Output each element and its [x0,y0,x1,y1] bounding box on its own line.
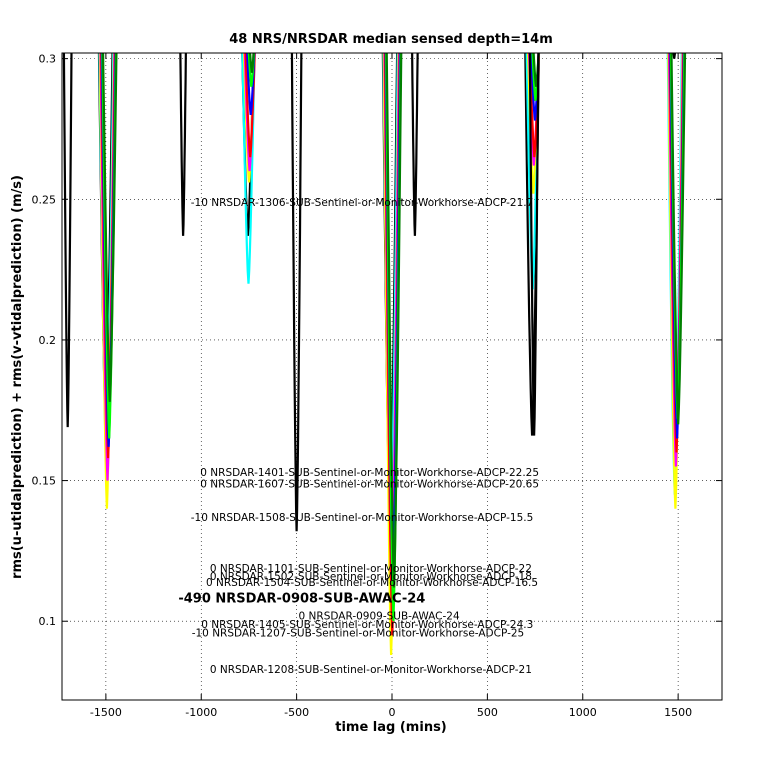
series-line [248,53,255,73]
x-tick-label: -1500 [90,706,122,719]
annotation-label: 0 NRSDAR-1607-SUB-Sentinel-or-Monitor-Wo… [200,478,539,490]
series-line [241,53,255,236]
series-line [101,53,118,402]
y-tick-label: 0.3 [39,53,57,66]
series-line [532,53,540,87]
x-tick-label: 1500 [664,706,692,719]
annotation-label: 0 NRSDAR-1502-SUB-Sentinel-or-Monitor-Wo… [210,571,532,583]
annotation-label: -10 NRSDAR-1508-SUB-Sentinel-or-Monitor-… [191,512,534,524]
series-line-black [411,53,419,236]
series-line [246,53,256,116]
series-group [62,53,687,656]
axes-frame [61,52,723,701]
series-line [243,53,256,172]
series-line-black [62,53,73,428]
series-line [531,53,540,101]
y-tick-label: 0.1 [39,615,57,628]
series-line [385,53,403,588]
x-tick-label: -1000 [185,706,217,719]
series-line [672,53,677,59]
series-line [670,53,687,425]
chart-title: 48 NRS/NRSDAR median sensed depth=14m [229,32,553,47]
annotation-label: -490 NRSDAR-0908-SUB-AWAC-24 [178,592,425,607]
annotation-label: 0 NRSDAR-1405-SUB-Sentinel-or-Monitor-Wo… [201,619,533,631]
series-line [526,53,540,194]
series-line [528,53,541,158]
series-line [244,53,256,158]
series-line-black [179,53,187,236]
annotation-label: -10 NRSDAR-1306-SUB-Sentinel-or-Monitor-… [191,197,534,209]
annotation-label: -10 NRSDAR-1207-SUB-Sentinel-or-Monitor-… [192,627,525,639]
x-tick-label: -500 [284,706,309,719]
x-axis-label: time lag (mins) [335,720,447,735]
series-line [242,53,256,183]
y-tick-label: 0.25 [32,193,57,206]
y-tick-label: 0.15 [32,475,57,488]
annotation-label: 0 NRSDAR-1401-SUB-Sentinel-or-Monitor-Wo… [200,467,539,479]
y-axis-label: rms(u-utidalprediction) + rms(v-vtidalpr… [10,175,25,579]
series-line [247,53,255,87]
x-tick-label: 500 [477,706,498,719]
annotation-label: 0 NRSDAR-0909-SUB-AWAC-24 [299,611,460,623]
series-line [530,53,540,121]
series-line-black [290,53,303,532]
annotation-label: 0 NRSDAR-1208-SUB-Sentinel-or-Monitor-Wo… [210,664,532,676]
series-line [527,53,540,166]
plot-area: -1500 -1000 -500 0 500 1000 1500 0.1 0.15 0.2 0.25… [32,52,723,719]
x-tick-label: 0 [389,706,396,719]
series-line-black [528,53,540,436]
x-tick-label: 1000 [569,706,597,719]
annotation-label: 0 NRSDAR-1101-SUB-Sentinel-or-Monitor-Wo… [210,563,532,575]
y-tick-label: 0.2 [39,334,57,347]
annotation-label: 0 NRSDAR-1504-SUB-Sentinel-or-Monitor-Wo… [206,577,538,589]
